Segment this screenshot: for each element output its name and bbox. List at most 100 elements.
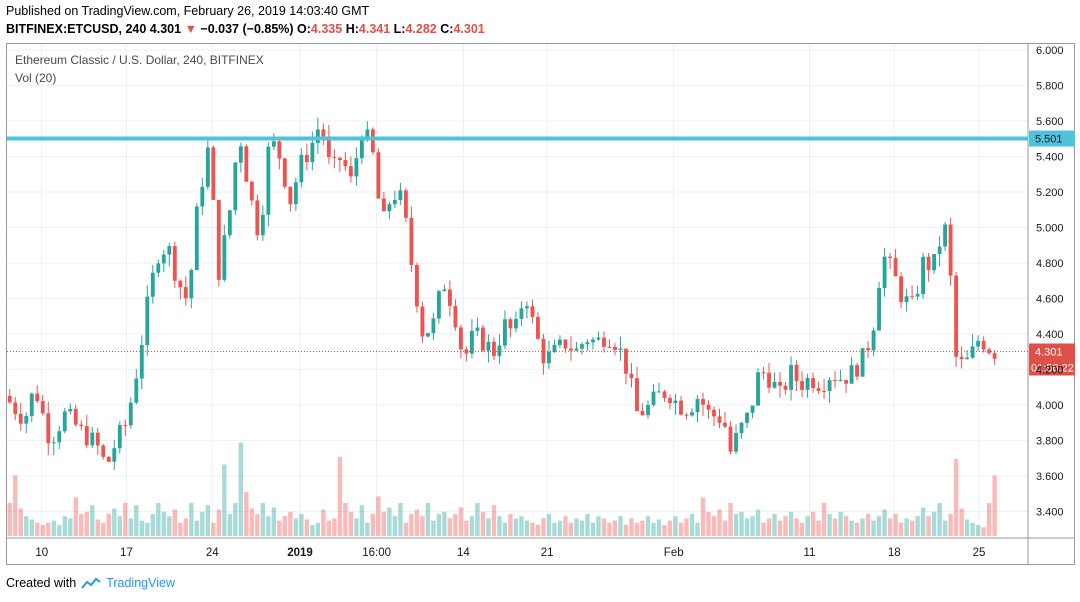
volume-bar: [183, 518, 189, 536]
volume-bar: [788, 511, 794, 536]
candle-body: [244, 146, 249, 182]
candle-body: [266, 146, 271, 215]
candle-body: [822, 391, 826, 393]
candle-body: [29, 393, 34, 417]
candle-body: [326, 136, 331, 158]
volume-bar: [271, 507, 277, 536]
chart-frame[interactable]: [6, 43, 1075, 565]
volume-bar: [376, 496, 381, 536]
candle-body: [277, 141, 282, 159]
candle-body: [211, 147, 216, 200]
last-price-label-bg: [1029, 343, 1075, 376]
volume-bar: [282, 516, 288, 536]
candle-body: [772, 381, 777, 388]
volume-bar: [640, 520, 645, 536]
candle-body: [536, 316, 540, 339]
volume-bar: [502, 522, 508, 536]
candle-body: [602, 337, 606, 347]
candle-body: [899, 276, 904, 303]
volume-bar: [607, 522, 612, 536]
candle-body: [690, 412, 694, 416]
volume-bar: [178, 522, 183, 536]
candle-body: [398, 190, 403, 200]
volume-bar: [722, 520, 728, 536]
volume-bar: [909, 520, 915, 536]
candle-body: [431, 318, 436, 334]
volume-bar: [172, 509, 178, 536]
candle-body: [40, 401, 45, 414]
volume-bar: [123, 503, 128, 536]
candle-body: [552, 344, 557, 353]
candle-body: [948, 224, 953, 276]
volume-bar: [348, 511, 354, 536]
volume-bar: [431, 520, 436, 536]
volume-bar: [585, 514, 590, 536]
volume-bar: [508, 514, 513, 536]
volume-bar: [887, 518, 893, 536]
candle-body: [354, 158, 359, 177]
candle-body: [13, 402, 18, 414]
volume-bar: [57, 525, 62, 536]
volume-bar: [959, 508, 964, 536]
candle-body: [442, 289, 447, 292]
volume-bar: [150, 514, 156, 536]
volume-bar: [535, 525, 541, 536]
tradingview-cloud-icon: [81, 577, 101, 589]
candle-body: [750, 405, 755, 413]
bar-countdown: 01:56:22: [1031, 362, 1074, 374]
candle-body: [541, 338, 546, 364]
volume-bar: [167, 516, 172, 536]
close-value: 4.301: [453, 22, 485, 36]
volume-bar: [13, 475, 18, 536]
tradingview-brand[interactable]: TradingView: [106, 576, 175, 590]
volume-bar: [513, 518, 519, 536]
candle-body: [943, 224, 948, 247]
candle-body: [392, 199, 397, 205]
volume-bar: [425, 503, 431, 536]
volume-bar: [942, 520, 948, 536]
volume-bar: [288, 511, 293, 536]
volume-bar: [766, 518, 772, 536]
candle-body: [227, 210, 232, 236]
candle-body: [79, 424, 84, 427]
y-tick-label: 4.600: [1036, 293, 1064, 305]
candle-body: [222, 235, 227, 280]
volume-bar: [453, 514, 458, 536]
volume-bar: [343, 503, 348, 536]
volume-bar: [112, 508, 117, 536]
y-tick-label: 4.000: [1036, 400, 1064, 412]
candle-body: [51, 442, 56, 444]
volume-bar: [546, 514, 552, 536]
volume-bar: [860, 518, 865, 536]
candle-body: [646, 405, 650, 416]
x-tick-label: 16:00: [362, 547, 391, 559]
volume-bar: [662, 525, 667, 536]
x-tick-label: Feb: [664, 547, 684, 559]
symbol-name[interactable]: BITFINEX:ETCUSD, 240: [6, 22, 147, 36]
x-tick-label: 17: [120, 547, 133, 559]
candle-body: [888, 256, 893, 259]
volume-bar: [447, 518, 453, 536]
volume-bar: [222, 464, 227, 536]
volume-bar: [29, 519, 34, 536]
y-tick-label: 3.800: [1036, 435, 1064, 447]
volume-bar: [117, 516, 122, 536]
low-label: L:: [393, 22, 406, 36]
candle-body: [35, 393, 40, 402]
candle-body: [508, 319, 513, 329]
candle-body: [194, 206, 199, 271]
candle-body: [574, 348, 579, 351]
volume-bar: [299, 514, 304, 536]
volume-bar: [645, 516, 651, 536]
volume-bar: [706, 511, 711, 536]
candle-body: [68, 408, 73, 412]
volume-bar: [552, 522, 557, 536]
y-tick-label: 3.600: [1036, 471, 1064, 483]
volume-bar: [915, 516, 920, 536]
volume-bar: [777, 520, 783, 536]
volume-bar: [761, 522, 766, 536]
candle-body: [629, 373, 634, 379]
candle-body: [585, 342, 590, 345]
volume-bar: [948, 514, 953, 536]
